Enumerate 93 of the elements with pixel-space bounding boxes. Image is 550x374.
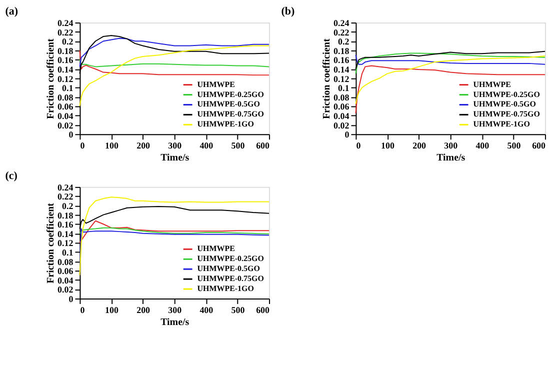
chart-title: (b) [281, 6, 295, 18]
legend-label: UHMWPE-1GO [197, 284, 254, 294]
legend-label: UHMWPE-0.75GO [197, 110, 264, 119]
y-tick-label: 0.14 [58, 228, 74, 239]
x-tick-label: 200 [136, 304, 151, 315]
x-tick-label: 300 [168, 304, 182, 315]
line-series [79, 196, 270, 276]
x-tick-label: 0 [80, 140, 86, 151]
x-tick-label: 600 [256, 304, 270, 315]
y-tick-label: 0.18 [58, 210, 74, 220]
y-tick-label: 0.2 [62, 36, 74, 47]
y-tick-label: 0.06 [58, 102, 74, 112]
y-tick-label: 0.08 [334, 92, 350, 102]
y-tick-label: 0.02 [334, 120, 350, 130]
chart-title: (c) [5, 170, 18, 182]
x-tick-label: 500 [231, 140, 246, 151]
y-tick-label: 0.1 [338, 83, 350, 94]
line-series [79, 38, 270, 68]
y-tick-label: 0.06 [334, 102, 350, 112]
y-tick-label: 0.04 [58, 111, 74, 122]
y-tick-label: 0.08 [58, 92, 74, 102]
y-tick-label: 0.1 [62, 83, 74, 94]
y-tick-label: 0.24 [334, 18, 350, 28]
legend-label: UHMWPE-0.25GO [197, 90, 264, 99]
y-tick-label: 0.24 [58, 18, 74, 28]
y-tick-label: 0.04 [58, 275, 74, 286]
legend-label: UHMWPE-1GO [197, 120, 254, 129]
y-tick-label: 0.06 [58, 266, 74, 276]
legend-label: UHMWPE-0.5GO [473, 100, 536, 109]
y-tick-label: 0.02 [58, 120, 74, 130]
chart-title: (a) [5, 6, 18, 18]
x-tick-label: 400 [476, 140, 490, 151]
y-tick-label: 0.04 [334, 111, 350, 122]
x-tick-label: 0 [80, 304, 86, 315]
y-tick-label: 0.12 [334, 74, 350, 84]
y-tick-label: 0.12 [58, 74, 74, 84]
y-tick-label: 0.08 [58, 256, 74, 267]
y-axis-title: Friction coefficient [46, 202, 57, 284]
line-series [79, 227, 270, 234]
x-axis-title: Time/s [160, 152, 190, 164]
legend-label: UHMWPE-0.5GO [197, 264, 260, 274]
legend-label: UHMWPE-0.25GO [197, 254, 264, 264]
y-tick-label: 0.2 [338, 36, 350, 47]
y-tick-label: 0.16 [58, 55, 74, 66]
y-tick-label: 0.16 [334, 55, 350, 66]
y-axis-title: Friction coefficient [322, 38, 333, 120]
legend-label: UHMWPE [197, 80, 235, 89]
legend-label: UHMWPE-1GO [473, 120, 530, 129]
legend-label: UHMWPE-0.75GO [197, 274, 264, 284]
y-tick-label: 0.18 [58, 46, 74, 56]
x-tick-label: 600 [256, 140, 270, 151]
y-tick-label: 0.18 [334, 46, 350, 56]
y-axis-title: Friction coefficient [46, 38, 57, 120]
y-tick-label: 0.22 [58, 27, 74, 38]
x-tick-label: 500 [231, 304, 246, 315]
x-tick-label: 600 [532, 140, 546, 151]
y-tick-label: 0.22 [334, 27, 350, 38]
y-tick-label: 0.12 [58, 238, 74, 248]
x-tick-label: 200 [412, 140, 427, 151]
x-tick-label: 400 [200, 140, 214, 151]
x-tick-label: 400 [200, 304, 214, 315]
y-tick-label: 0 [344, 130, 350, 140]
x-axis-title: Time/s [436, 152, 466, 164]
legend-label: UHMWPE-0.75GO [473, 110, 540, 119]
x-tick-label: 100 [105, 140, 119, 151]
y-tick-label: 0.22 [58, 192, 74, 202]
x-tick-label: 100 [105, 304, 119, 315]
x-tick-label: 100 [381, 140, 395, 151]
x-tick-label: 500 [507, 140, 522, 151]
x-tick-label: 300 [444, 140, 458, 151]
line-series [79, 59, 270, 68]
line-series [79, 45, 270, 107]
x-tick-label: 0 [356, 140, 362, 151]
legend-label: UHMWPE-0.25GO [473, 90, 540, 99]
legend-label: UHMWPE [197, 244, 235, 254]
y-tick-label: 0.14 [334, 64, 350, 75]
y-tick-label: 0 [68, 294, 74, 304]
y-tick-label: 0.1 [62, 248, 74, 258]
legend-label: UHMWPE-0.5GO [197, 100, 260, 109]
legend-label: UHMWPE [473, 80, 511, 89]
y-tick-label: 0 [68, 130, 74, 140]
line-series [79, 228, 270, 276]
x-tick-label: 300 [168, 140, 182, 151]
y-tick-label: 0.16 [58, 220, 74, 230]
line-series [79, 50, 270, 76]
y-tick-label: 0.2 [62, 201, 74, 212]
y-tick-label: 0.14 [58, 64, 74, 75]
line-series [355, 54, 546, 65]
x-axis-title: Time/s [160, 316, 190, 328]
x-tick-label: 200 [136, 140, 151, 151]
y-tick-label: 0.24 [58, 182, 74, 192]
y-tick-label: 0.02 [58, 284, 74, 295]
line-series [79, 220, 270, 244]
